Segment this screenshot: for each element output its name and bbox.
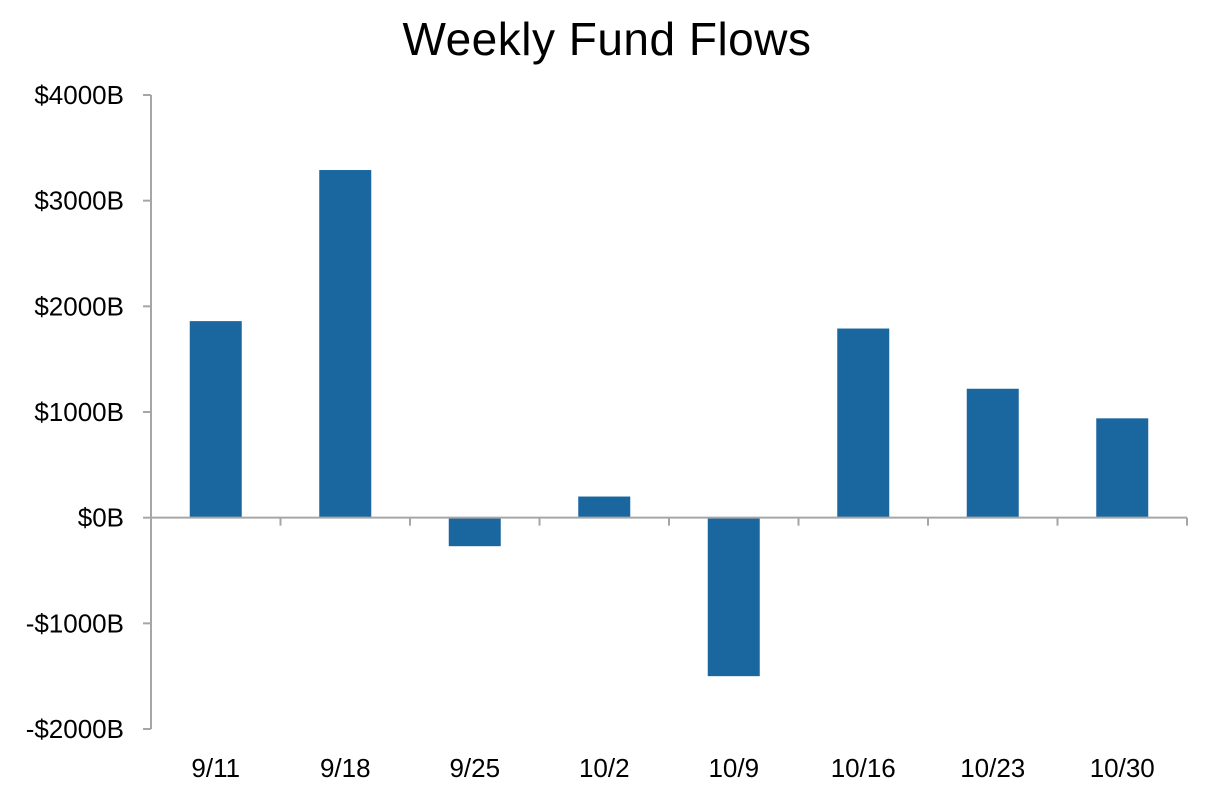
x-tick-label: 10/23 bbox=[960, 753, 1025, 783]
y-tick-label: -$2000B bbox=[26, 714, 124, 744]
bar-10/30 bbox=[1096, 418, 1149, 518]
bar-10/2 bbox=[578, 496, 631, 518]
y-axis: $4000B $3000B $2000B $1000B $0B -$1000B -$2000… bbox=[26, 80, 152, 744]
y-tick-label: $1000B bbox=[34, 397, 124, 427]
x-tick-label: 10/2 bbox=[579, 753, 630, 783]
x-tick-label: 10/9 bbox=[708, 753, 759, 783]
x-tick-label: 10/16 bbox=[831, 753, 896, 783]
y-tick-label: -$1000B bbox=[26, 608, 124, 638]
bar-9/25 bbox=[448, 517, 501, 547]
y-tick-label: $4000B bbox=[34, 80, 124, 110]
y-tick-label: $0B bbox=[78, 503, 124, 533]
x-tick-label: 10/30 bbox=[1090, 753, 1155, 783]
bar-10/9 bbox=[707, 517, 760, 677]
x-tick-label: 9/18 bbox=[320, 753, 371, 783]
bars bbox=[189, 170, 1149, 677]
x-axis: 9/11 9/18 9/25 10/2 10/9 10/16 10/23 10/30 bbox=[151, 516, 1188, 783]
chart-title: Weekly Fund Flows bbox=[402, 13, 812, 65]
bar-10/23 bbox=[966, 388, 1019, 518]
bar-10/16 bbox=[837, 328, 890, 518]
x-tick-label: 9/11 bbox=[191, 753, 240, 783]
x-tick-label: 9/25 bbox=[449, 753, 500, 783]
bar-9/18 bbox=[319, 170, 372, 518]
y-tick-label: $3000B bbox=[34, 186, 124, 216]
bar-9/11 bbox=[189, 321, 242, 518]
y-tick-label: $2000B bbox=[34, 291, 124, 321]
